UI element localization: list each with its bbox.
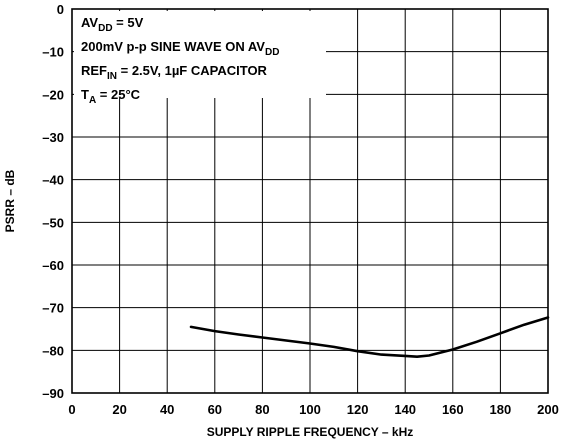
annotation-line: TA = 25°C (81, 87, 141, 106)
x-tick-label: 40 (160, 402, 174, 417)
x-tick-label: 160 (442, 402, 464, 417)
y-tick-label: –50 (42, 215, 64, 230)
x-tick-labels: 0 20 40 60 80 100 120 140 160 180 200 (68, 402, 558, 417)
x-tick-label: 200 (537, 402, 559, 417)
annotation-box (74, 11, 326, 98)
annotation-line: AVDD = 5V (81, 15, 144, 34)
plot-frame (71, 8, 549, 394)
y-tick-labels: 0 –10 –20 –30 –40 –50 –60 –70 –80 –90 (42, 2, 64, 401)
x-tick-label: 60 (208, 402, 222, 417)
x-tick-label: 120 (347, 402, 369, 417)
y-tick-label: –60 (42, 258, 64, 273)
annotation-line: 200mV p-p SINE WAVE ON AVDD (81, 39, 279, 58)
y-tick-label: –80 (42, 343, 64, 358)
x-tick-label: 20 (112, 402, 126, 417)
y-tick-label: –70 (42, 301, 64, 316)
y-tick-label: –40 (42, 173, 64, 188)
y-tick-label: 0 (57, 2, 64, 17)
x-axis-title: SUPPLY RIPPLE FREQUENCY – kHz (207, 425, 414, 439)
x-tick-label: 140 (394, 402, 416, 417)
annotations: AVDD = 5V 200mV p-p SINE WAVE ON AVDD REFI… (81, 15, 279, 106)
x-tick-label: 0 (68, 402, 75, 417)
x-tick-label: 180 (490, 402, 512, 417)
y-tick-label: –30 (42, 130, 64, 145)
y-tick-label: –20 (42, 87, 64, 102)
x-tick-label: 100 (299, 402, 321, 417)
y-axis-title: PSRR – dB (3, 169, 17, 232)
y-tick-label: –10 (42, 45, 64, 60)
x-tick-label: 80 (255, 402, 269, 417)
y-tick-label: –90 (42, 386, 64, 401)
annotation-line: REFIN = 2.5V, 1µF CAPACITOR (81, 63, 268, 82)
psrr-series-line (189, 316, 550, 358)
